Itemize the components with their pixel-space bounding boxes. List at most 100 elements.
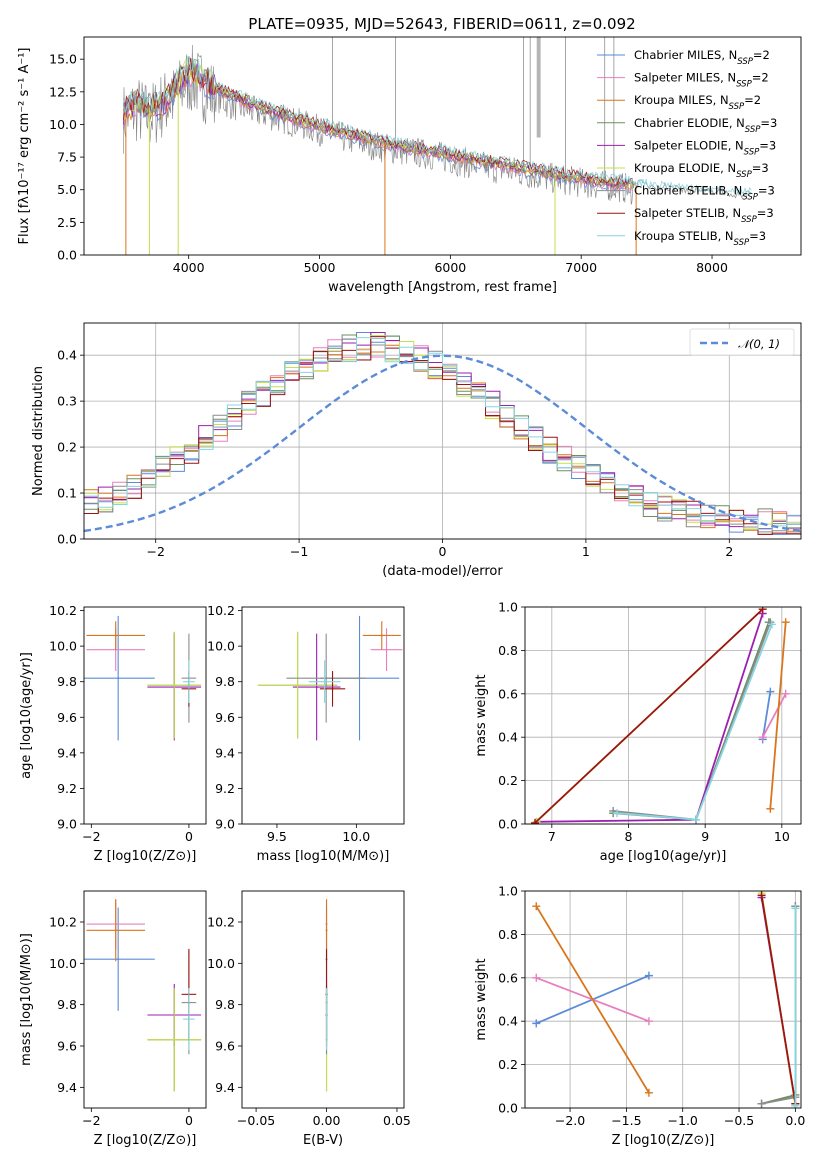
y-tick-label: 9.8 [57,674,77,689]
data-point [380,634,383,637]
series-marker [530,818,539,824]
histogram-step [84,336,801,535]
x-axis-label: mass [log10(M/M⊙)] [257,849,390,864]
series-marker [781,618,790,627]
legend-label: Salpeter STELIB, NSSP=3 [634,206,774,225]
series-marker [757,1099,766,1108]
series-marker [691,815,700,824]
legend-label: Chabrier STELIB, NSSP=3 [634,184,775,203]
data-point [385,648,388,651]
x-tick-label: −1 [290,544,308,559]
y-tick-label: 7.5 [57,150,77,165]
x-tick-label: 4000 [173,260,205,275]
series-line [613,621,770,821]
y-tick-label: 0.0 [57,532,77,547]
y-tick-label: 9.6 [57,710,77,725]
y-tick-label: 9.4 [57,1080,77,1095]
x-axis-label: E(B-V) [303,1133,343,1148]
x-tick-label: 0 [439,544,447,559]
series-line [761,691,772,740]
legend-label: Kroupa STELIB, NSSP=3 [634,229,766,248]
y-tick-label: 10.0 [49,639,77,654]
x-tick-label: 0.05 [383,1113,411,1128]
series-marker [532,973,541,982]
y-axis-label: Flux [fλ10⁻¹⁷ erg cm⁻² s⁻¹ A⁻¹] [17,48,32,245]
y-tick-label: 0.2 [57,440,77,455]
plot-area [532,891,800,1108]
y-tick-label: 0.3 [57,394,77,409]
data-point [325,929,328,932]
x-tick-label: 7000 [565,260,597,275]
series-line [616,624,773,821]
panel-2: −2 −1 0 1 2 0.0 0.1 0.2 0.3 0.4 (data-model)/error… [31,322,802,579]
legend-label: Chabrier ELODIE, NSSP=3 [634,116,777,135]
data-point [173,684,176,687]
series-marker [644,1017,653,1026]
legend-label: Kroupa MILES, NSSP=2 [634,93,761,112]
x-tick-label: −1.0 [668,1113,698,1128]
y-tick-label: 0.4 [57,348,77,363]
y-tick-label: 10.2 [207,915,235,930]
y-tick-label: 9.0 [215,817,235,832]
series-marker [766,687,775,696]
data-point [117,958,120,961]
data-point [114,634,117,637]
y-tick-label: 0.6 [498,970,518,985]
y-axis-label: mass [log10(M/M⊙)] [19,933,34,1066]
y-tick-label: 9.4 [215,745,235,760]
y-tick-label: 9.2 [57,781,77,796]
x-tick-label: 8000 [696,260,728,275]
data-point [114,929,117,932]
legend-label: Salpeter ELODIE, NSSP=3 [634,138,776,157]
x-tick-label: −0.05 [237,1113,275,1128]
panel-7: −0.05 0.00 0.05 9.4 9.6 9.8 10.0 10.2 E(B-V) [207,890,411,1148]
panel-3: −2 0 9.0 9.2 9.4 9.6 9.8 10.0 10.2 Z [log10(Z/Z⊙)… [19,603,207,864]
series-marker [767,620,776,629]
data-point [325,677,328,680]
x-tick-label: 2 [725,544,733,559]
y-tick-label: 1.0 [498,884,518,899]
axes-frame [241,890,405,1109]
y-tick-label: 12.5 [49,84,77,99]
x-tick-label: 9 [701,829,709,844]
panel-1: 4000 5000 6000 7000 8000 0.0 2.5 5.0 7.5 10.0 12.5… [17,36,802,295]
y-tick-label: 0.4 [498,1014,518,1029]
y-tick-label: 9.8 [57,997,77,1012]
axes-frame [83,890,207,1109]
series-marker [758,733,767,742]
series-marker [532,1019,541,1028]
x-tick-label: 0 [185,1113,193,1128]
panel-4: 9.5 10.0 9.0 9.2 9.4 9.6 9.8 10.0 10.2 mass [log1… [207,603,405,864]
series-line [769,622,787,809]
y-tick-label: 9.8 [215,997,235,1012]
series-line [761,693,787,738]
y-axis-label: age [log10(age/yr)] [19,652,34,779]
x-tick-label: −2 [82,829,100,844]
legend-label: 𝒩(0, 1) [738,337,780,351]
axes-frame [524,606,802,825]
y-tick-label: 10.2 [207,603,235,618]
x-axis-label: Z [log10(Z/Z⊙)] [94,1133,197,1148]
model-spectrum-line [122,56,752,197]
y-tick-label: 0.0 [57,248,77,263]
panel-8: −2.0 −1.5 −1.0 −0.5 0.0 0.0 0.2 0.4 0.6 0.8 1.0 Z [… [474,884,805,1149]
y-tick-label: 0.2 [498,773,518,788]
series-marker [791,904,800,913]
series-marker [766,804,775,813]
legend-label: Chabrier MILES, NSSP=2 [634,48,770,67]
x-tick-label: 10.0 [342,829,370,844]
histogram-step [84,337,801,530]
data-point [173,1038,176,1041]
series-marker [781,689,790,698]
y-tick-label: 0.1 [57,486,77,501]
x-axis-label: Z [log10(Z/Z⊙)] [94,849,197,864]
y-tick-label: 5.0 [57,182,77,197]
series-marker [757,891,766,900]
data-point [331,687,334,690]
legend: 𝒩(0, 1) [689,328,795,356]
x-tick-label: −1.5 [611,1113,641,1128]
plot-area [530,607,790,824]
y-tick-label: 9.8 [215,674,235,689]
series-marker [791,1101,800,1108]
x-axis-label: age [log10(age/yr)] [600,849,727,864]
